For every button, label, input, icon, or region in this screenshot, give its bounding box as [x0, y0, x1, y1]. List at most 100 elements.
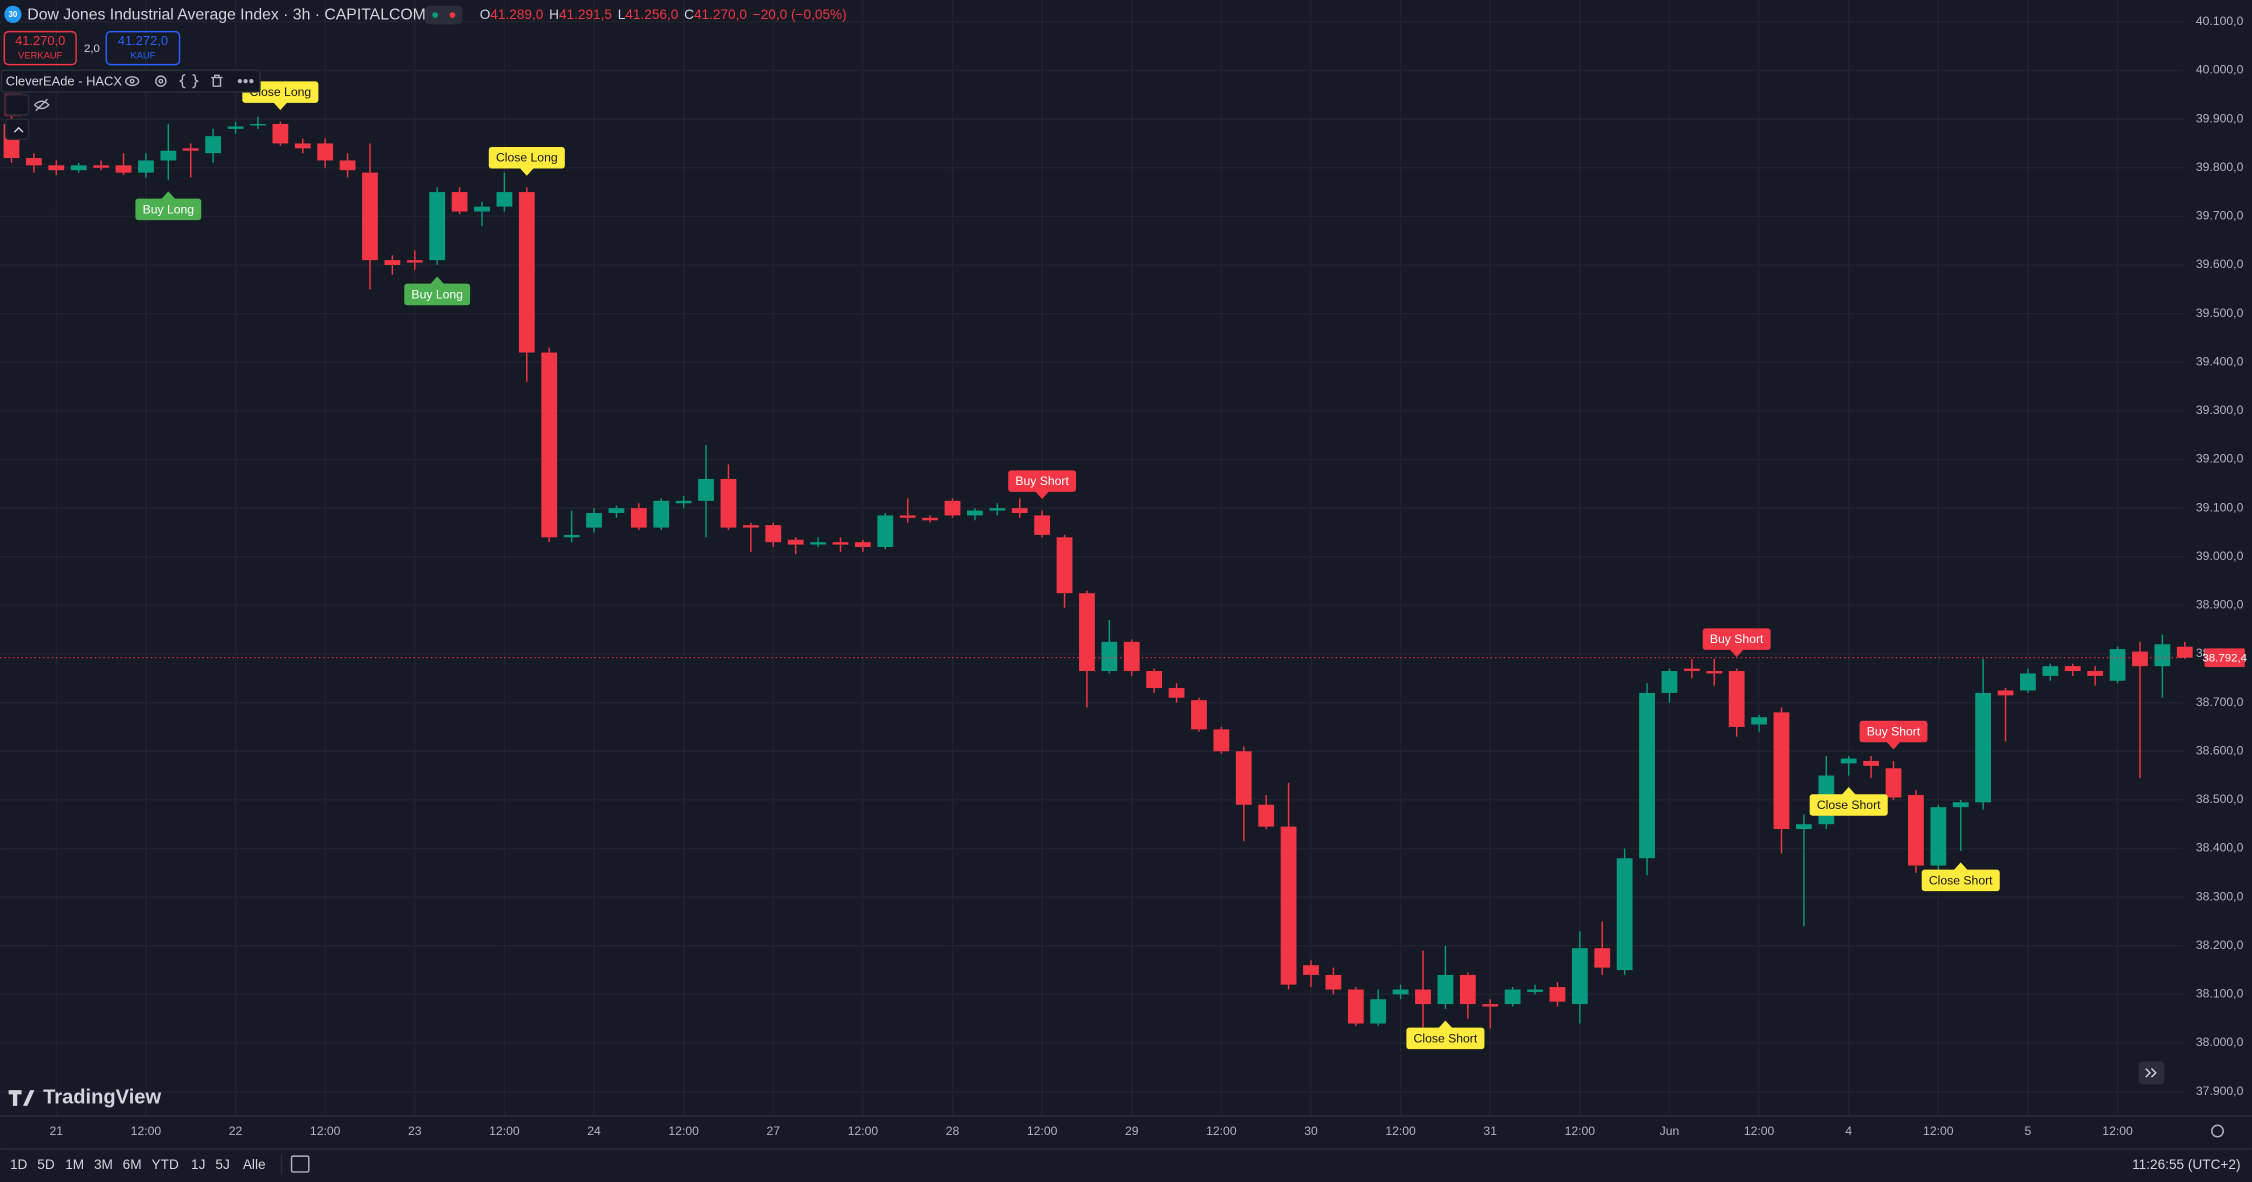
y-tick-label: 38.900,0: [2196, 598, 2244, 612]
y-tick-label: 39.800,0: [2196, 160, 2244, 174]
candle-body: [1123, 641, 1140, 672]
candle-body: [765, 525, 782, 543]
indicator-name[interactable]: CleverEAde - HACX: [6, 73, 123, 88]
x-tick-label: 21: [50, 1124, 64, 1138]
signal-arrow: [1841, 787, 1856, 795]
y-tick-label: 39.500,0: [2196, 306, 2244, 320]
range-button[interactable]: 1D: [10, 1157, 28, 1172]
range-button[interactable]: YTD: [152, 1157, 179, 1172]
x-tick-label: 29: [1125, 1124, 1139, 1138]
candle-body: [182, 148, 199, 151]
x-tick-label: 31: [1483, 1124, 1497, 1138]
symbol-title[interactable]: Dow Jones Industrial Average Index · 3h …: [27, 6, 426, 23]
ohlc-values: O41.289,0 H41.291,5 L41.256,0 C41.270,0 −20,…: [480, 7, 847, 22]
candle-body: [205, 136, 222, 154]
scroll-button[interactable]: [2138, 1061, 2165, 1085]
range-button[interactable]: Alle: [243, 1157, 266, 1172]
candle-body: [922, 517, 939, 521]
candle-body: [1459, 974, 1476, 1005]
x-tick-label: 30: [1304, 1124, 1318, 1138]
clock[interactable]: 11:26:55 (UTC+2): [2132, 1157, 2240, 1172]
x-tick-label: 12:00: [131, 1124, 162, 1138]
candle-body: [1751, 717, 1767, 725]
signal-box: [488, 146, 565, 169]
candle-body: [1437, 974, 1454, 1005]
x-tick-label: 12:00: [1744, 1124, 1775, 1138]
signal-label: Buy Long: [411, 287, 463, 301]
candle-body: [1303, 965, 1319, 975]
x-tick-label: Jun: [1660, 1124, 1680, 1138]
candle-body: [1728, 671, 1745, 727]
buy-button[interactable]: [105, 30, 181, 66]
y-tick-label: 37.900,0: [2196, 1084, 2244, 1098]
y-tick-label: 38.400,0: [2196, 841, 2244, 855]
candle-body: [1370, 999, 1387, 1024]
watermark: TradingView: [43, 1086, 161, 1108]
settings-icon[interactable]: [2211, 1124, 2224, 1138]
range-button[interactable]: 6M: [123, 1157, 142, 1172]
candle-body: [1415, 989, 1431, 1005]
candle-body: [1661, 671, 1678, 693]
candle-body: [1325, 974, 1342, 990]
range-button[interactable]: 1J: [191, 1157, 205, 1172]
ohlc-key: C: [684, 7, 694, 22]
buy-label: KAUF: [130, 50, 155, 60]
candle-body: [406, 260, 423, 263]
candle-body: [1168, 688, 1185, 698]
signal-label: Close Short: [1414, 1031, 1478, 1045]
candle-body: [899, 515, 916, 518]
ohlc-value: 41.256,0: [625, 7, 678, 22]
signal-box: [1859, 720, 1928, 743]
candle-body: [1549, 987, 1566, 1002]
scroll-icon: [2145, 1068, 2157, 1078]
candle-body: [26, 158, 42, 166]
candle-body: [474, 206, 490, 212]
candle-body: [1795, 824, 1812, 830]
candle-body: [2132, 651, 2148, 667]
candle-body: [339, 160, 356, 171]
y-tick-label: 38.600,0: [2196, 743, 2244, 757]
candle-body: [541, 352, 558, 538]
y-tick-label: 38.100,0: [2196, 987, 2244, 1001]
sell-button[interactable]: [3, 30, 77, 66]
candle-body: [944, 500, 961, 516]
signal-arrow: [430, 276, 445, 285]
annotations: Buy Long Close Long Buy Long Close Long Buy …: [135, 81, 2000, 1050]
candle-body: [1706, 671, 1723, 674]
candle-body: [1235, 751, 1252, 805]
y-tick-label: 39.300,0: [2196, 403, 2244, 417]
spread: 2,0: [84, 43, 100, 55]
candle-body: [563, 534, 580, 538]
candle-body: [1392, 989, 1409, 995]
x-tick-label: 12:00: [1565, 1124, 1596, 1138]
candle-body: [1079, 593, 1095, 672]
signal-box: [242, 81, 319, 103]
candle-body: [698, 478, 714, 501]
candle-body: [1616, 858, 1633, 971]
range-button[interactable]: 1M: [65, 1157, 84, 1172]
candle-body: [1056, 537, 1073, 594]
range-button[interactable]: 5D: [37, 1157, 55, 1172]
y-tick-label: 39.000,0: [2196, 549, 2244, 563]
candle-body: [630, 508, 647, 528]
range-button[interactable]: 3M: [94, 1157, 113, 1172]
y-tick-label: 39.600,0: [2196, 257, 2244, 271]
indicator-icons[interactable]: [124, 73, 254, 89]
signal-box: [1406, 1027, 1485, 1050]
x-tick-label: 12:00: [2102, 1124, 2133, 1138]
y-tick-label: 39.400,0: [2196, 354, 2244, 368]
x-tick-label: 12:00: [1385, 1124, 1416, 1138]
visibility-toggle[interactable]: [5, 94, 30, 116]
y-tick-label: 38.500,0: [2196, 792, 2244, 806]
x-tick-label: 27: [766, 1124, 780, 1138]
range-button[interactable]: 5J: [215, 1157, 229, 1172]
candle-body: [227, 126, 244, 129]
candle-body: [1191, 700, 1207, 730]
signal-box: [1921, 869, 2000, 892]
candle-body: [1571, 948, 1588, 1005]
symbol-badge: [4, 5, 22, 23]
x-tick-label: 5: [2025, 1124, 2032, 1138]
date-range-button[interactable]: [290, 1155, 310, 1173]
candle-body: [1101, 641, 1118, 672]
